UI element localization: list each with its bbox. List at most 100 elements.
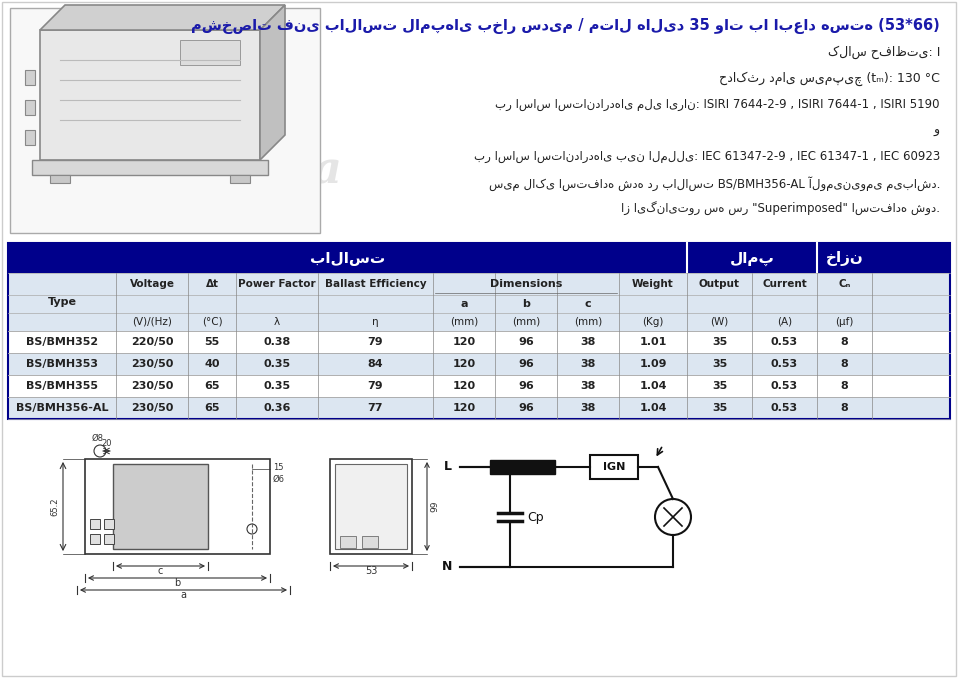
Text: 55: 55 — [204, 337, 219, 347]
Bar — [10, 8, 320, 233]
Text: 0.53: 0.53 — [771, 337, 798, 347]
Text: 79: 79 — [368, 381, 383, 391]
Text: 65: 65 — [204, 381, 219, 391]
Polygon shape — [40, 30, 260, 160]
Bar — [490, 460, 555, 474]
Text: (°C): (°C) — [202, 317, 222, 327]
Bar — [340, 536, 356, 548]
Text: BS/BMH353: BS/BMH353 — [26, 359, 98, 369]
Text: 84: 84 — [368, 359, 383, 369]
Text: بر اساس استانداردهای بین المللی: IEC 61347-2-9 , IEC 61347-1 , IEC 60923: بر اساس استانداردهای بین المللی: IEC 613… — [474, 150, 940, 163]
Bar — [335, 464, 407, 549]
Text: Output: Output — [699, 279, 740, 289]
Text: 38: 38 — [581, 359, 596, 369]
Text: 120: 120 — [452, 359, 475, 369]
Text: 120: 120 — [452, 337, 475, 347]
Text: مشخصات فنی بالاست لامپ‌های بخار سدیم / متال هالید 35 وات با ابعاد هسته (53*66): مشخصات فنی بالاست لامپ‌های بخار سدیم / م… — [192, 18, 940, 34]
Bar — [8, 243, 950, 419]
Text: Dimensions: Dimensions — [490, 279, 562, 289]
Text: 38: 38 — [581, 381, 596, 391]
Text: لامپ: لامپ — [730, 250, 774, 266]
Text: 35: 35 — [712, 381, 727, 391]
Text: 0.53: 0.53 — [771, 403, 798, 413]
Bar — [230, 175, 250, 183]
Bar — [8, 313, 950, 331]
Bar — [8, 375, 950, 397]
Text: سیم لاکی استفاده شده در بالاست BS/BMH356-AL آلومینیومی می‌باشد.: سیم لاکی استفاده شده در بالاست BS/BMH356… — [489, 176, 940, 191]
Bar — [90, 519, 100, 529]
Text: (Kg): (Kg) — [642, 317, 664, 327]
Text: 38: 38 — [581, 337, 596, 347]
Text: 1.01: 1.01 — [639, 337, 667, 347]
Text: (mm): (mm) — [512, 317, 540, 327]
Text: 0.35: 0.35 — [263, 359, 290, 369]
Text: η: η — [373, 317, 378, 327]
Text: 65.2: 65.2 — [51, 497, 59, 516]
Text: 120: 120 — [452, 403, 475, 413]
Bar — [8, 243, 950, 273]
Text: Δt: Δt — [206, 279, 218, 289]
Text: 0.38: 0.38 — [263, 337, 290, 347]
Bar — [50, 175, 70, 183]
Text: (mm): (mm) — [450, 317, 478, 327]
Polygon shape — [32, 160, 268, 175]
Text: a: a — [180, 590, 187, 600]
Text: از ایگنایتور سه سر "Superimposed" استفاده شود.: از ایگنایتور سه سر "Superimposed" استفاد… — [621, 202, 940, 216]
Text: 120: 120 — [452, 381, 475, 391]
Text: 40: 40 — [204, 359, 219, 369]
Text: 53: 53 — [365, 566, 377, 576]
Bar — [8, 353, 950, 375]
Bar — [180, 40, 240, 65]
Circle shape — [655, 499, 691, 535]
Text: b: b — [174, 578, 181, 588]
Text: Ø6: Ø6 — [273, 475, 285, 483]
Text: 8: 8 — [840, 381, 849, 391]
Text: 35: 35 — [712, 337, 727, 347]
Text: 0.35: 0.35 — [263, 381, 290, 391]
Text: 15: 15 — [273, 462, 284, 471]
Text: IGN: IGN — [603, 462, 626, 472]
Bar — [8, 295, 950, 313]
Bar — [362, 536, 378, 548]
Text: (W): (W) — [711, 317, 729, 327]
Bar — [113, 464, 208, 549]
Bar — [590, 455, 638, 479]
Text: 1.04: 1.04 — [639, 381, 667, 391]
Bar — [25, 130, 35, 145]
Text: N: N — [442, 561, 452, 574]
Text: 35: 35 — [712, 403, 727, 413]
Bar — [25, 100, 35, 115]
Text: 1.09: 1.09 — [639, 359, 667, 369]
Text: 96: 96 — [518, 403, 534, 413]
Text: 0.53: 0.53 — [771, 359, 798, 369]
Text: 96: 96 — [518, 381, 534, 391]
Text: Rama: Rama — [198, 148, 341, 191]
Bar — [330, 459, 412, 554]
Text: 38: 38 — [581, 403, 596, 413]
Text: و: و — [934, 124, 940, 137]
Polygon shape — [260, 5, 285, 160]
Text: 79: 79 — [368, 337, 383, 347]
Text: Cₙ: Cₙ — [838, 279, 851, 289]
Bar — [104, 534, 114, 544]
Bar — [8, 273, 950, 295]
Text: 230/50: 230/50 — [131, 359, 173, 369]
Text: Type: Type — [48, 297, 77, 307]
Text: (mm): (mm) — [574, 317, 603, 327]
Text: 96: 96 — [518, 359, 534, 369]
Text: 8: 8 — [840, 359, 849, 369]
Polygon shape — [40, 5, 285, 30]
Text: Current: Current — [763, 279, 807, 289]
Text: 99: 99 — [430, 501, 440, 513]
Text: 230/50: 230/50 — [131, 381, 173, 391]
Text: خازن: خازن — [826, 250, 863, 266]
Text: (μf): (μf) — [835, 317, 854, 327]
Text: c: c — [584, 299, 591, 309]
Text: 1.04: 1.04 — [639, 403, 667, 413]
Text: Power Factor: Power Factor — [239, 279, 316, 289]
Text: 230/50: 230/50 — [131, 403, 173, 413]
Text: 8: 8 — [840, 337, 849, 347]
Text: کلاس حفاظتی: I: کلاس حفاظتی: I — [828, 46, 940, 60]
Text: BS/BMH352: BS/BMH352 — [26, 337, 98, 347]
Text: 96: 96 — [518, 337, 534, 347]
